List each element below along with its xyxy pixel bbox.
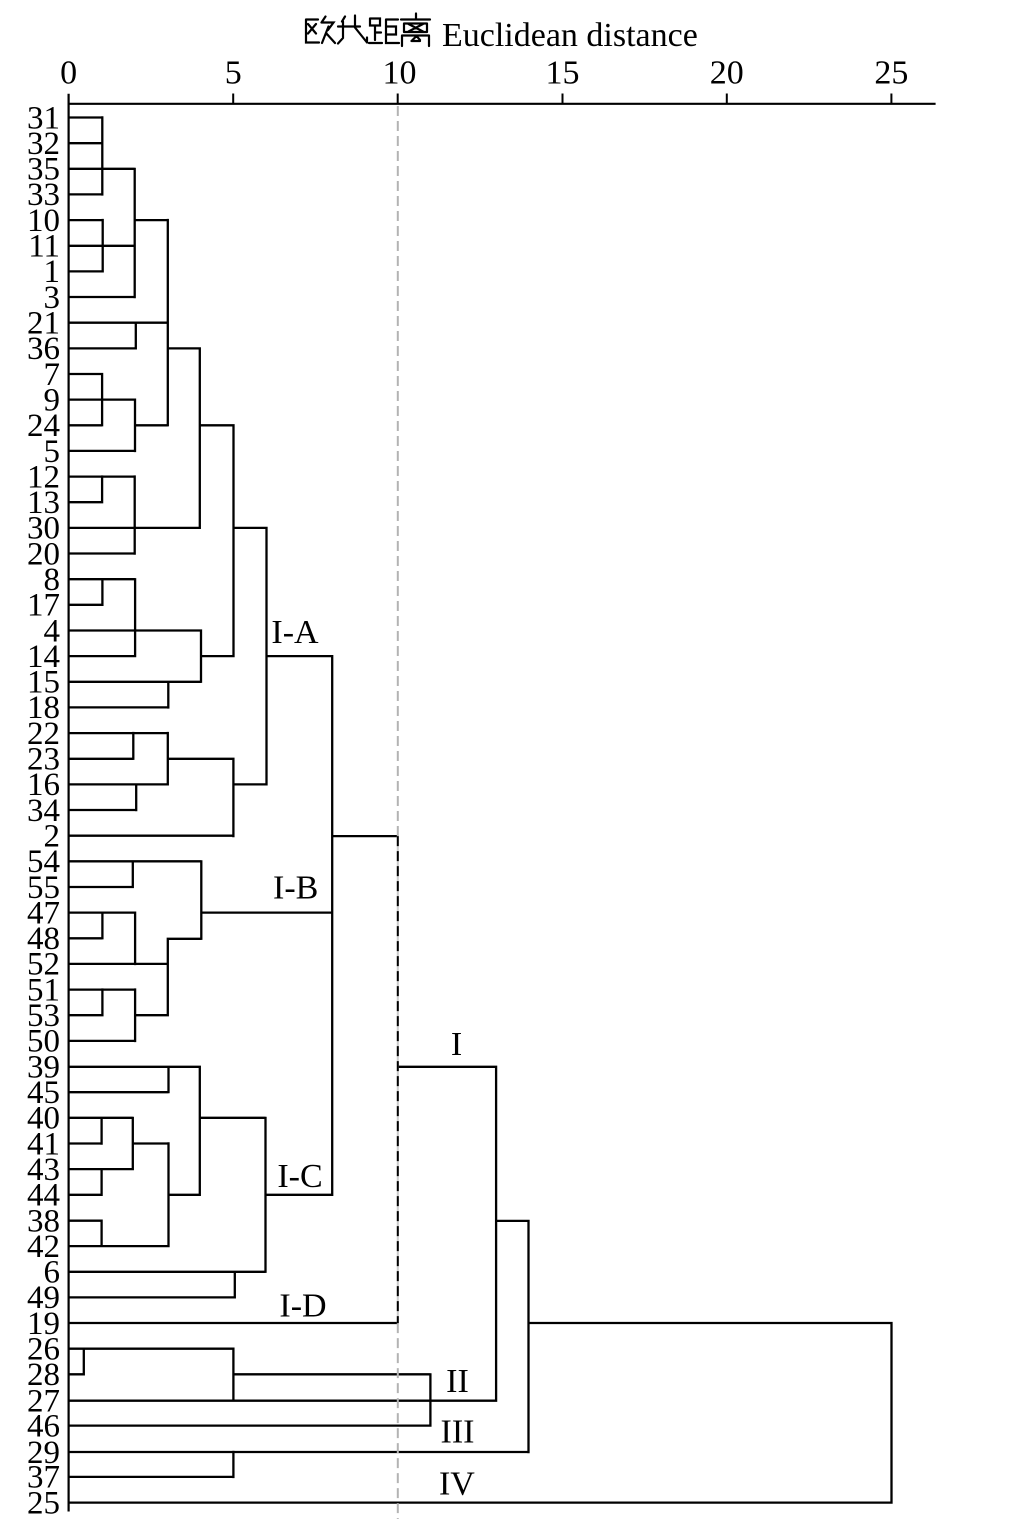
svg-text:15: 15 [546, 55, 580, 92]
svg-text:16: 16 [27, 767, 60, 803]
svg-text:34: 34 [27, 793, 60, 829]
svg-text:47: 47 [27, 895, 60, 931]
svg-text:10: 10 [383, 55, 417, 92]
svg-text:41: 41 [27, 1126, 60, 1162]
svg-text:19: 19 [27, 1306, 60, 1342]
svg-text:14: 14 [27, 639, 60, 675]
svg-text:5: 5 [225, 55, 242, 92]
svg-text:15: 15 [27, 665, 60, 701]
svg-text:17: 17 [27, 588, 60, 624]
svg-text:43: 43 [27, 1152, 60, 1188]
svg-text:Euclidean distance: Euclidean distance [442, 17, 698, 54]
svg-text:26: 26 [27, 1332, 60, 1368]
svg-text:52: 52 [27, 947, 60, 983]
svg-text:8: 8 [44, 562, 61, 598]
svg-text:2: 2 [44, 819, 61, 855]
svg-text:44: 44 [27, 1178, 60, 1214]
svg-text:45: 45 [27, 1075, 60, 1111]
svg-text:48: 48 [27, 921, 60, 957]
svg-text:18: 18 [27, 690, 60, 726]
svg-text:31: 31 [27, 100, 60, 136]
svg-text:7: 7 [44, 357, 61, 393]
svg-text:10: 10 [27, 203, 60, 239]
svg-text:5: 5 [44, 434, 61, 470]
svg-text:23: 23 [27, 742, 60, 778]
svg-text:39: 39 [27, 1050, 60, 1086]
svg-text:1: 1 [44, 254, 61, 290]
svg-text:40: 40 [27, 1101, 60, 1137]
svg-text:32: 32 [27, 126, 60, 162]
svg-text:46: 46 [27, 1408, 60, 1444]
svg-text:II: II [446, 1363, 469, 1400]
svg-text:25: 25 [874, 55, 908, 92]
svg-text:0: 0 [60, 55, 77, 92]
svg-text:33: 33 [27, 177, 60, 213]
svg-text:I-C: I-C [277, 1158, 322, 1195]
svg-text:IV: IV [439, 1465, 475, 1502]
svg-text:27: 27 [27, 1384, 60, 1420]
svg-text:55: 55 [27, 870, 60, 906]
svg-text:3: 3 [44, 280, 61, 316]
svg-text:12: 12 [27, 459, 60, 495]
svg-text:20: 20 [710, 55, 744, 92]
svg-text:4: 4 [44, 613, 61, 649]
svg-text:36: 36 [27, 331, 60, 367]
svg-text:I-D: I-D [279, 1287, 326, 1324]
svg-text:20: 20 [27, 536, 60, 572]
svg-text:21: 21 [27, 306, 60, 342]
svg-text:11: 11 [28, 229, 60, 265]
svg-text:I-B: I-B [273, 870, 318, 907]
svg-text:25: 25 [27, 1485, 60, 1521]
svg-text:13: 13 [27, 485, 60, 521]
svg-text:28: 28 [27, 1357, 60, 1393]
svg-text:III: III [441, 1414, 475, 1451]
svg-text:I-A: I-A [271, 614, 319, 651]
svg-text:6: 6 [44, 1255, 61, 1291]
svg-text:53: 53 [27, 998, 60, 1034]
svg-text:35: 35 [27, 152, 60, 188]
svg-text:37: 37 [27, 1460, 60, 1496]
svg-text:I: I [451, 1026, 462, 1063]
svg-text:54: 54 [27, 844, 60, 880]
svg-text:50: 50 [27, 1024, 60, 1060]
svg-text:9: 9 [44, 382, 61, 418]
svg-text:22: 22 [27, 716, 60, 752]
svg-text:30: 30 [27, 511, 60, 547]
svg-text:24: 24 [27, 408, 60, 444]
svg-text:42: 42 [27, 1229, 60, 1265]
svg-text:49: 49 [27, 1280, 60, 1316]
svg-text:38: 38 [27, 1204, 60, 1240]
svg-text:29: 29 [27, 1435, 60, 1471]
svg-text:51: 51 [27, 972, 60, 1008]
